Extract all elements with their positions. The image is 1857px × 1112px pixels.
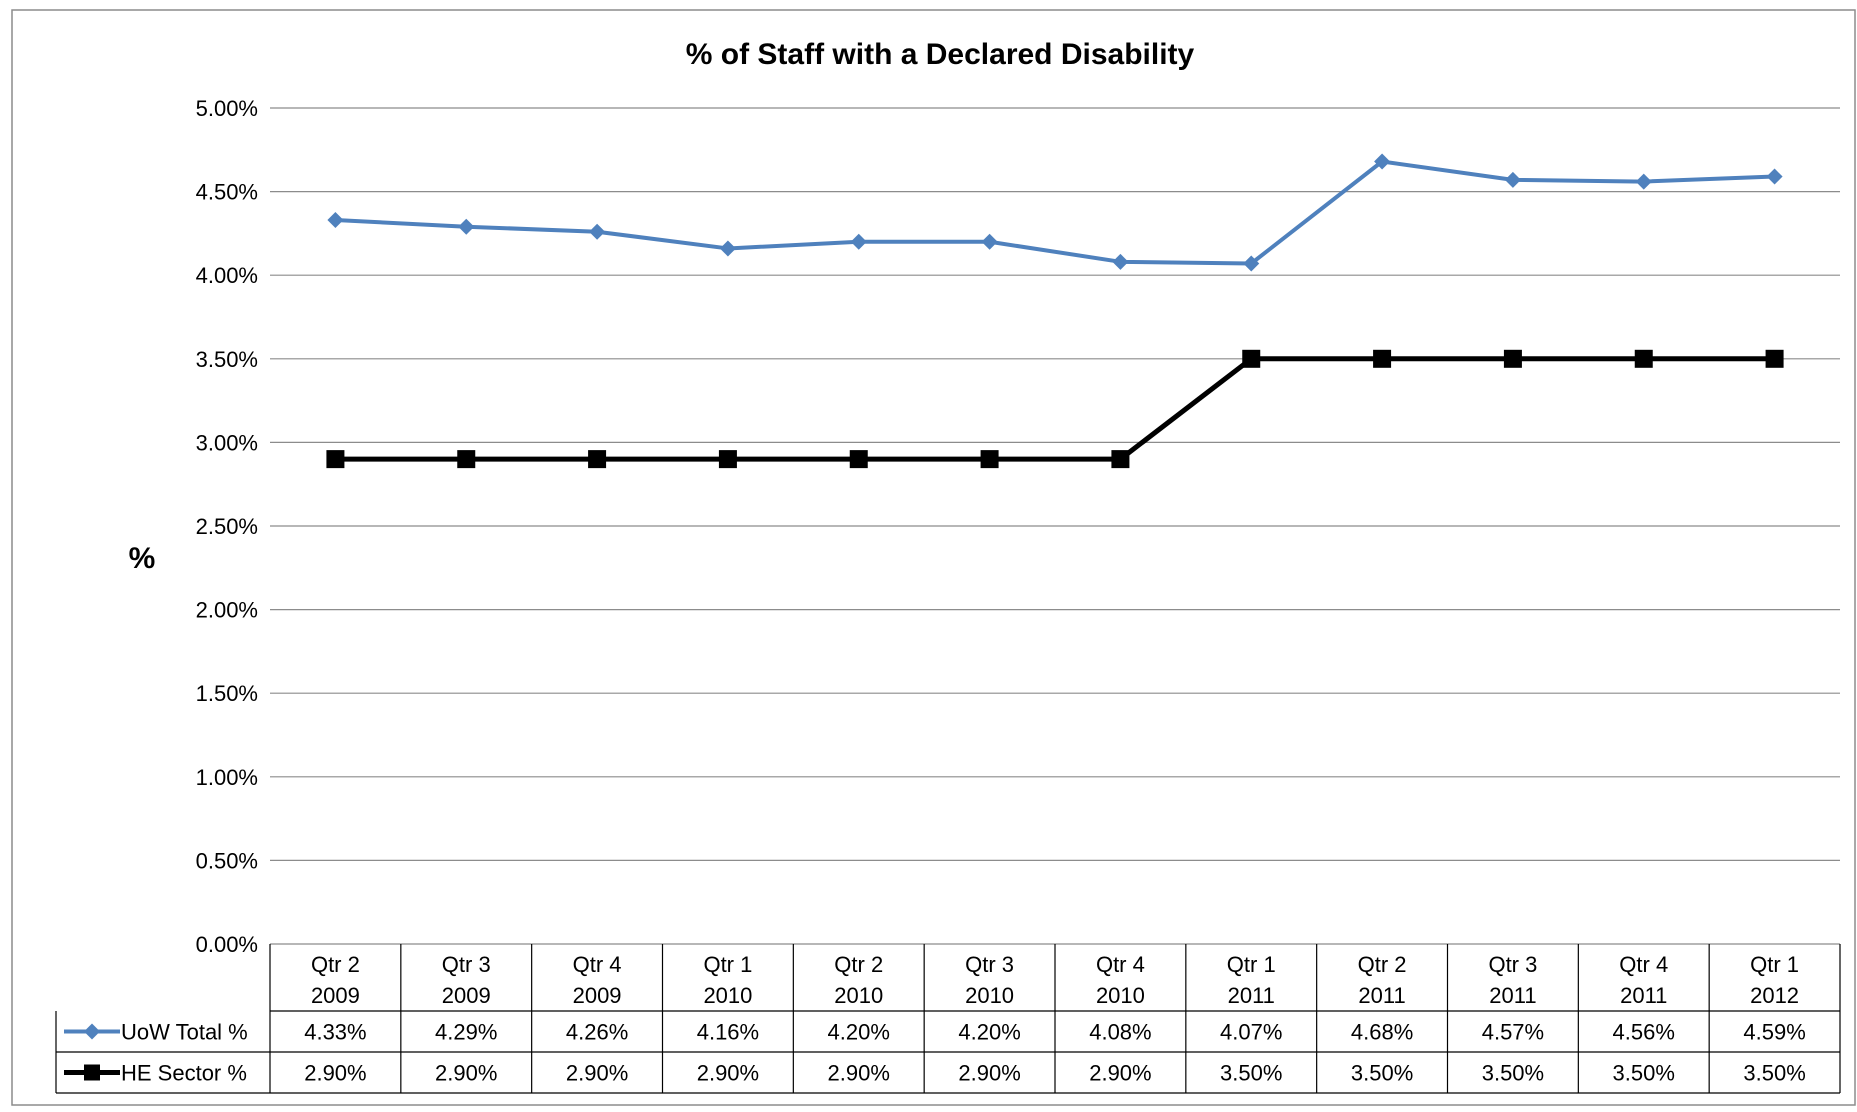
category-label: Qtr 3 2011 [1488, 952, 1537, 1008]
data-point [326, 450, 345, 469]
table-cell: 3.50% [1743, 1061, 1805, 1086]
data-point [327, 212, 344, 229]
data-point [849, 450, 868, 469]
table-cell: 3.50% [1351, 1061, 1413, 1086]
data-table: Qtr 2 2009 Qtr 3 2009 Qtr 4 2009 Qtr 1 2010 Qtr … [55, 944, 1841, 1094]
category-label: Qtr 2 2011 [1358, 952, 1407, 1008]
legend-series-name: HE Sector % [121, 1061, 247, 1086]
table-cell: 3.50% [1613, 1061, 1675, 1086]
table-cell: 4.56% [1613, 1020, 1675, 1045]
table-cell: 2.90% [304, 1061, 366, 1086]
data-point [589, 223, 606, 240]
data-point [458, 218, 475, 235]
data-point [1766, 168, 1783, 185]
data-point [457, 450, 476, 469]
category-label: Qtr 1 2010 [703, 952, 752, 1008]
data-point [1243, 255, 1260, 272]
table-cell: 4.26% [566, 1020, 628, 1045]
table-cell: 2.90% [828, 1061, 890, 1086]
gridlines [270, 107, 1840, 945]
y-tick-label: 0.00% [196, 932, 258, 957]
chart-title: % of Staff with a Declared Disability [686, 38, 1195, 71]
y-tick-label: 4.50% [196, 180, 258, 205]
y-tick-label: 0.50% [196, 848, 258, 873]
table-cell: 4.20% [958, 1020, 1020, 1045]
y-tick-label: 4.00% [196, 263, 258, 288]
data-point [980, 450, 999, 469]
data-point [981, 233, 998, 250]
data-point [1635, 173, 1652, 190]
table-cell: 4.33% [304, 1020, 366, 1045]
table-cell: 2.90% [1089, 1061, 1151, 1086]
table-cell: 2.90% [697, 1061, 759, 1086]
category-label: Qtr 3 2010 [965, 952, 1014, 1008]
table-cell: 4.29% [435, 1020, 497, 1045]
data-point [1374, 153, 1391, 170]
category-label: Qtr 4 2009 [573, 952, 622, 1008]
data-point [718, 450, 737, 469]
series-layer [326, 153, 1784, 469]
y-tick-label: 1.00% [196, 765, 258, 790]
data-point [1504, 171, 1521, 188]
data-point [1242, 349, 1261, 368]
y-tick-label: 1.50% [196, 681, 258, 706]
y-axis-ticks: 0.00% 0.50% 1.00% 1.50% 2.00% 2.50% 3.00% 3.50%… [196, 96, 258, 957]
data-point [850, 233, 867, 250]
data-point [1634, 349, 1653, 368]
table-cell: 2.90% [566, 1061, 628, 1086]
data-point [1373, 349, 1392, 368]
category-label: Qtr 3 2009 [442, 952, 491, 1008]
table-cell: 4.57% [1482, 1020, 1544, 1045]
data-point [719, 240, 736, 257]
data-point [1765, 349, 1784, 368]
legend-key-marker [84, 1023, 100, 1040]
table-cell: 3.50% [1482, 1061, 1544, 1086]
y-tick-label: 2.50% [196, 514, 258, 539]
table-cell: 4.16% [697, 1020, 759, 1045]
category-label: Qtr 2 2010 [834, 952, 883, 1008]
y-tick-label: 3.50% [196, 347, 258, 372]
data-point [1503, 349, 1522, 368]
series-line [335, 159, 1775, 266]
category-label: Qtr 4 2011 [1619, 952, 1668, 1008]
category-label: Qtr 2 2009 [311, 952, 360, 1008]
table-cell: 4.20% [828, 1020, 890, 1045]
legend-series-name: UoW Total % [121, 1020, 248, 1045]
category-label: Qtr 1 2011 [1227, 952, 1276, 1008]
data-point [1112, 253, 1129, 270]
y-axis-label: % [129, 542, 156, 575]
category-label: Qtr 1 2012 [1750, 952, 1799, 1008]
chart-frame [11, 9, 1856, 1106]
table-cell: 4.68% [1351, 1020, 1413, 1045]
table-cell: 4.07% [1220, 1020, 1282, 1045]
data-point [1111, 450, 1130, 469]
y-tick-label: 2.00% [196, 598, 258, 623]
category-label: Qtr 4 2010 [1096, 952, 1145, 1008]
table-cell: 3.50% [1220, 1061, 1282, 1086]
table-cell: 4.59% [1743, 1020, 1805, 1045]
y-tick-label: 5.00% [196, 96, 258, 121]
table-cell: 2.90% [435, 1061, 497, 1086]
table-cell: 2.90% [958, 1061, 1020, 1086]
legend-key-marker [84, 1064, 100, 1081]
table-cell: 4.08% [1089, 1020, 1151, 1045]
series-line [335, 356, 1775, 462]
y-tick-label: 3.00% [196, 430, 258, 455]
data-point [588, 450, 607, 469]
